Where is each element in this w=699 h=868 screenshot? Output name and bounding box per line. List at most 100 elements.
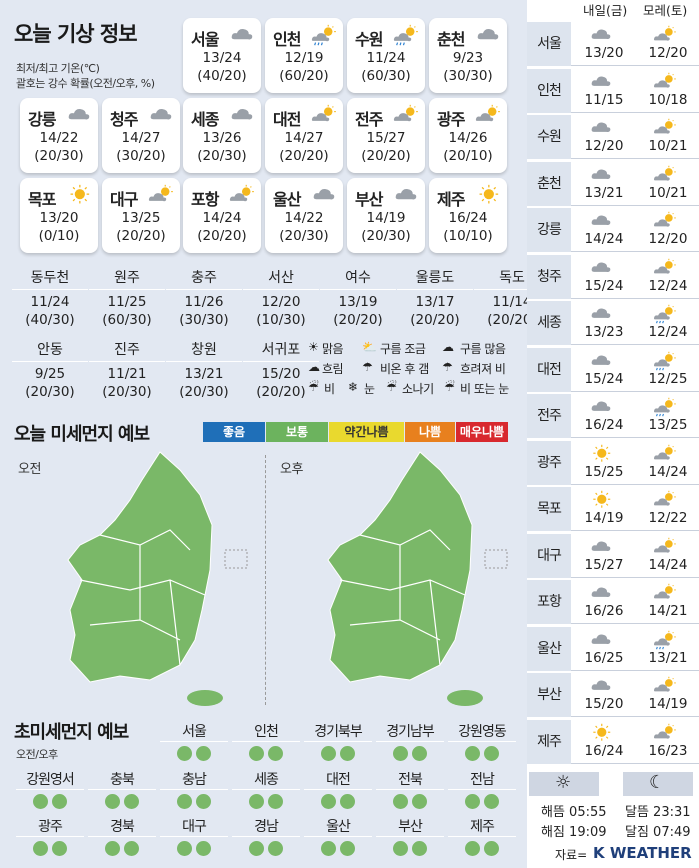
partly-cloudy-icon	[651, 72, 679, 92]
city-name: 수원	[355, 30, 383, 49]
status-dots	[304, 794, 372, 812]
city-name: 인천	[527, 68, 571, 113]
region-name: 경기남부	[376, 722, 444, 742]
fine-cell: 서울	[160, 722, 228, 764]
partly-cloudy-icon	[148, 184, 174, 206]
partly-cloudy-icon	[651, 258, 679, 278]
city-name: 여수	[320, 266, 396, 290]
region-name: 대구	[160, 817, 228, 837]
fine-cell: 부산	[376, 817, 444, 859]
city-card-7: 대전 14/27 (20/20)	[265, 98, 343, 173]
city-temp: 11/21	[107, 366, 147, 382]
city-temp: 9/23	[452, 50, 484, 66]
dayafter-temp: 12/24	[648, 277, 688, 294]
city-temp: 14/22	[284, 210, 324, 226]
city-temp: 14/27	[121, 130, 161, 146]
city-prob: (20/10)	[443, 148, 493, 164]
dayafter-temp: 12/24	[648, 324, 688, 340]
fine-cell: 세종	[232, 770, 300, 812]
city-temp: 12/20	[261, 294, 301, 310]
fine-cell: 경기북부	[304, 722, 372, 764]
legend-label: 흐려져 비	[460, 362, 506, 376]
legend-rain-clear-icon: ☂	[362, 360, 373, 374]
city-temp: 15/27	[366, 130, 406, 146]
sun-icon	[587, 444, 615, 464]
tomorrow-temp: 16/24	[584, 417, 624, 433]
legend-snow-icon: ❄	[348, 380, 358, 394]
dayafter-temp: 10/21	[648, 184, 688, 201]
legend-label: 흐림	[322, 362, 344, 376]
city-temp: 12/19	[284, 50, 324, 66]
city-card-2: 수원 11/24 (60/30)	[347, 18, 425, 93]
city-prob: (20/30)	[25, 384, 75, 400]
cloud-icon	[311, 184, 337, 206]
dayafter-temp: 12/20	[648, 45, 688, 61]
pm-label: 오후	[280, 462, 303, 477]
status-dots	[88, 794, 156, 812]
forecast-row: 서울 13/20 12/20	[527, 22, 699, 66]
status-dots	[16, 794, 84, 812]
cloud-icon	[66, 104, 92, 126]
status-dots	[160, 746, 228, 764]
city-prob: (10/30)	[256, 312, 306, 328]
dust-level-2: 약간나쁨	[329, 422, 404, 442]
city-name: 진주	[89, 338, 165, 362]
region-name: 경북	[88, 817, 156, 837]
fine-cell: 광주	[16, 817, 84, 859]
city-plain-1: 원주 11/25 (60/30)	[89, 266, 165, 342]
city-card-8: 전주 15/27 (20/20)	[347, 98, 425, 173]
city-temp: 14/27	[284, 130, 324, 146]
city-temp: 15/20	[261, 366, 301, 382]
legend-label: 맑음	[322, 342, 344, 356]
dayafter-temp: 10/21	[648, 138, 688, 154]
partly-cloudy-icon	[229, 184, 255, 206]
rain-icon	[651, 630, 679, 650]
city-name: 대구	[527, 533, 571, 578]
city-name: 충주	[166, 266, 242, 290]
city-name: 광주	[437, 110, 465, 129]
rain-then-clear-icon	[311, 24, 337, 46]
city-name: 청주	[110, 110, 138, 129]
city-temp: 13/19	[338, 294, 378, 310]
moon-icon: ☾	[649, 772, 666, 793]
city-card-4: 강릉 14/22 (20/30)	[20, 98, 98, 173]
partly-cloudy-icon	[651, 165, 679, 185]
city-card-15: 제주 16/24 (10/10)	[429, 178, 507, 253]
city-name: 전주	[355, 110, 383, 129]
status-dots	[376, 746, 444, 764]
city-name: 울릉도	[397, 266, 473, 290]
page-title: 오늘 기상 정보	[14, 22, 138, 46]
city-temp: 11/24	[366, 50, 406, 66]
city-name: 포항	[527, 580, 571, 624]
dayafter-temp: 10/18	[648, 91, 688, 108]
partly-cloudy-icon	[651, 211, 679, 231]
dust-level-0: 좋음	[203, 422, 265, 442]
tomorrow-temp: 16/25	[584, 649, 624, 666]
fine-cell: 충북	[88, 770, 156, 812]
city-card-12: 포항 14/24 (20/20)	[183, 178, 261, 253]
city-plain-6: 독도 11/14 (20/20)	[474, 266, 550, 342]
fine-cell: 경기남부	[376, 722, 444, 764]
tomorrow-temp: 11/15	[584, 91, 624, 108]
status-dots	[232, 841, 300, 859]
city-name: 제주	[437, 190, 465, 209]
city-name: 대구	[110, 190, 138, 209]
city-temp: 11/14	[492, 294, 532, 310]
legend-label: 비 또는 눈	[460, 382, 509, 396]
divider	[265, 455, 266, 705]
city-name: 대전	[527, 347, 571, 392]
tomorrow-temp: 16/26	[584, 603, 624, 619]
city-prob: (60/30)	[102, 312, 152, 328]
cloud-icon	[587, 397, 615, 417]
city-name: 부산	[355, 190, 383, 209]
region-name: 광주	[16, 817, 84, 837]
city-prob: (30/30)	[179, 312, 229, 328]
city-name: 서산	[243, 266, 319, 290]
dayafter-temp: 13/25	[648, 417, 688, 433]
col-head-tomorrow: 내일(금)	[583, 3, 628, 18]
forecast-row: 제주 16/24 16/23	[527, 719, 699, 764]
rain-then-clear-icon	[393, 24, 419, 46]
city-prob: (20/30)	[179, 384, 229, 400]
city-prob: (20/20)	[256, 384, 306, 400]
cloud-icon	[587, 165, 615, 185]
